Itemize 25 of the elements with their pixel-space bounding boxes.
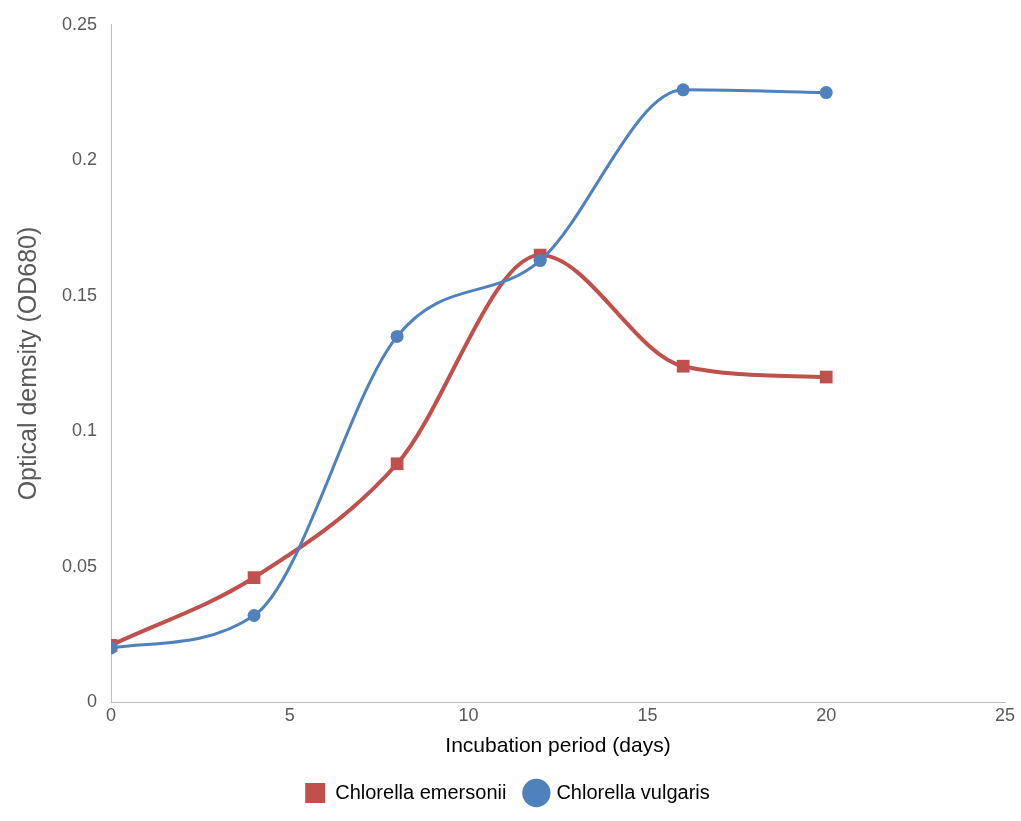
point	[247, 571, 261, 584]
point	[819, 370, 833, 384]
point	[819, 86, 833, 100]
x-tick-label: 25	[994, 704, 1016, 725]
y-tick-label: 0.25	[61, 13, 98, 34]
y-tick-label: 0.15	[61, 284, 98, 305]
y-axis-title: Optical demsity (OD680)	[12, 226, 41, 501]
x-axis-title: Incubation period (days)	[445, 733, 671, 757]
x-tick-label: 0	[106, 704, 117, 725]
point	[676, 83, 690, 97]
point	[676, 359, 690, 373]
legend-label: Chlorella emersonii	[335, 780, 507, 803]
point	[390, 329, 404, 343]
y-tick-label: 0.05	[61, 555, 98, 576]
point	[533, 254, 547, 268]
y-tick-label: 0.1	[72, 420, 98, 441]
point	[390, 457, 404, 471]
y-tick-label: 0.2	[72, 149, 98, 170]
x-tick-label: 5	[284, 704, 295, 725]
x-tick-label: 10	[458, 704, 479, 725]
x-tick-label: 20	[816, 704, 837, 725]
point	[247, 608, 261, 622]
legend-label: Chlorella vulgaris	[556, 780, 710, 803]
x-tick-label: 15	[637, 704, 658, 725]
y-tick-label: 0	[87, 691, 98, 712]
